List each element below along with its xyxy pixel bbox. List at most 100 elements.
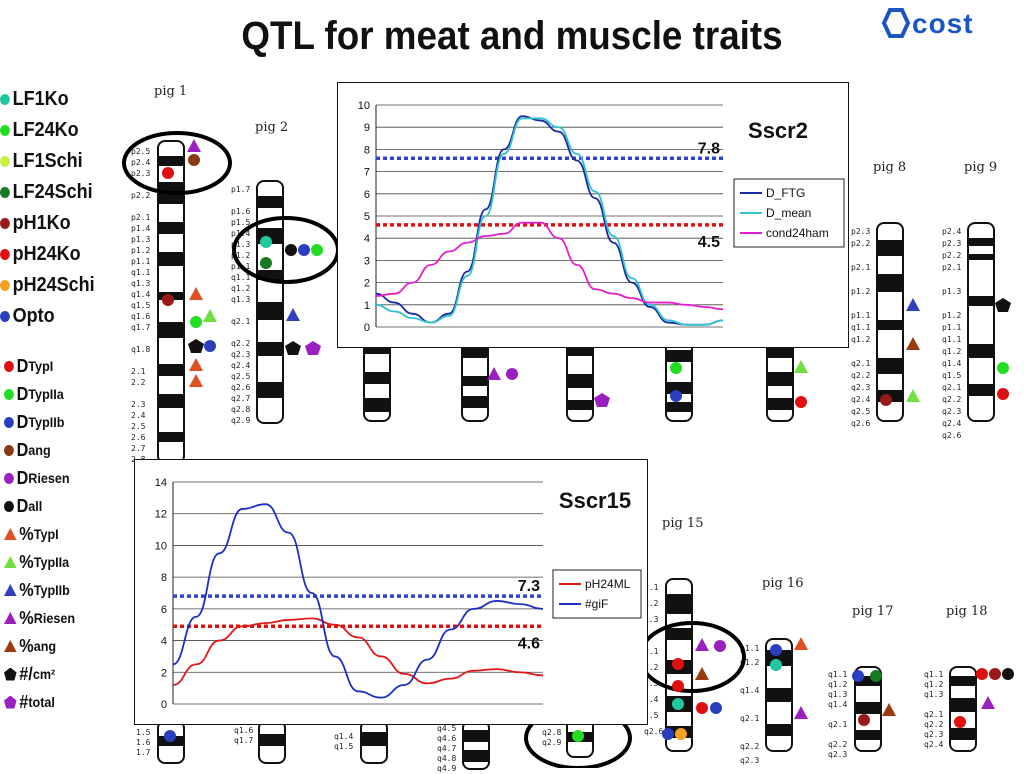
pig18-label: pig 18 (946, 604, 988, 619)
series-line-gif (172, 503, 544, 699)
marker-circle (852, 670, 864, 682)
marker-triangle (187, 139, 201, 152)
legend-circle-icon (4, 388, 14, 400)
legend-bottom-item: # total (4, 688, 103, 716)
marker-circle (311, 244, 323, 256)
legend-bottom-sub: TypIIb (28, 414, 65, 430)
pig11-band-labels: q1.6 q1.7 (234, 726, 254, 745)
series-line-dftg (375, 115, 724, 326)
marker-circle (997, 388, 1009, 400)
marker-pentagon (188, 339, 204, 353)
marker-triangle (794, 637, 808, 650)
legend-bottom-main: D (16, 383, 29, 404)
marker-circle (672, 658, 684, 670)
chromosome-pig18 (949, 666, 977, 752)
marker-triangle (794, 706, 808, 719)
cost-logo: cost (880, 6, 1010, 46)
legend-bottom-main: % (19, 551, 34, 572)
legend-series-label: D_mean (766, 206, 811, 220)
chromosome-pig9 (967, 222, 995, 422)
legend-bottom-item: D TypIIb (4, 408, 103, 436)
marker-triangle (189, 358, 203, 371)
pig8-label: pig 8 (873, 160, 907, 175)
legend-triangle-icon (4, 528, 17, 540)
legend-bottom-item: % Riesen (4, 604, 103, 632)
slide-title: QTL for meat and muscle traits (241, 14, 783, 58)
marker-triangle (906, 389, 920, 402)
legend-circle-icon (4, 500, 14, 512)
highlight-ellipse-pig15 (638, 621, 746, 693)
marker-circle (714, 640, 726, 652)
legend-bottom-sub: TypIIa (33, 554, 70, 570)
pig1-label: pig 1 (154, 84, 188, 99)
legend-top-label: LF24Schi (12, 181, 93, 203)
series-line-dmean (375, 117, 724, 326)
y-tick-label: 8 (161, 572, 167, 584)
legend-dot-icon (0, 249, 10, 260)
y-tick-label: 10 (155, 540, 167, 552)
marker-circle (670, 390, 682, 402)
marker-circle (204, 340, 216, 352)
marker-circle (880, 394, 892, 406)
marker-circle (997, 362, 1009, 374)
legend-pentagon-icon (4, 667, 17, 681)
legend-triangle-icon (4, 640, 17, 652)
marker-circle (164, 730, 176, 742)
marker-circle (260, 236, 272, 248)
legend-bottom-main: % (19, 523, 34, 544)
legend-bottom-item: #/cm² (4, 660, 103, 688)
y-tick-label: 1 (364, 300, 370, 312)
legend-dot-icon (0, 94, 10, 105)
y-tick-label: 2 (161, 667, 167, 679)
y-tick-label: 8 (364, 144, 370, 156)
legend-top-item: Opto (0, 301, 99, 332)
pig1-band-labels: p2.5 p2.4 p2.3 p2.2 p2.1 p1.4 p1.3 p1.2 p1.1 q1.1… (131, 147, 151, 464)
marker-circle (662, 728, 674, 740)
marker-triangle (981, 696, 995, 709)
pig14-band-labels: q2.8 q2.9 (542, 728, 562, 747)
y-tick-label: 0 (364, 322, 370, 334)
marker-circle (858, 714, 870, 726)
legend-bottom-item: % TypIIa (4, 548, 103, 576)
y-tick-label: 3 (364, 255, 370, 267)
legend-bottom-sub: TypI (33, 526, 59, 542)
legend-bottom-main: % (19, 635, 34, 656)
legend-bottom-sub: ang (33, 638, 57, 654)
legend-bottom-sub: TypIIa (28, 386, 64, 402)
marker-pentagon (305, 341, 321, 355)
y-tick-label: 10 (358, 100, 370, 112)
legend-top-label: Opto (12, 305, 55, 327)
pig9-band-labels: p2.4 p2.3 p2.2 p2.1 p1.3 p1.2 p1.1 q1.1 q1.2 q1.4… (942, 227, 962, 440)
marker-triangle (203, 309, 217, 322)
legend-top-label: LF24Ko (12, 119, 79, 141)
chart-sscr15-panel: 0 2 4 6 8 10 12 14 7.3 4.6 Sscr15 pH24ML #giF (134, 459, 648, 725)
marker-triangle (695, 638, 709, 651)
pig8-band-labels: p2.3 p2.2 p2.1 p1.2 p1.1 q1.1 q1.2 q2.1 q2.2 q2.3… (851, 227, 871, 428)
legend-dot-icon (0, 311, 10, 322)
marker-triangle (487, 367, 501, 380)
marker-circle (260, 257, 272, 269)
marker-circle (298, 244, 310, 256)
legend-top-item: pH24Ko (0, 239, 99, 270)
y-tick-label: 4 (161, 636, 167, 648)
chart-sscr2: 0 1 2 3 4 5 6 7 8 9 10 7.8 4.5 Sscr2 D_FTG D_mean cond24… (358, 100, 845, 334)
marker-circle (795, 396, 807, 408)
marker-circle (506, 368, 518, 380)
legend-triangle-icon (4, 612, 17, 624)
legend-dot-icon (0, 280, 10, 291)
legend-top-label: pH24Schi (12, 274, 95, 296)
marker-circle (285, 244, 297, 256)
legend-series-label: #giF (585, 597, 608, 611)
marker-triangle (286, 308, 300, 321)
legend-bottom-main: D (16, 439, 29, 460)
marker-circle (675, 728, 687, 740)
legend-bottom-main: % (19, 607, 34, 628)
y-tick-label: 9 (364, 122, 370, 134)
marker-pentagon (594, 393, 610, 407)
legend-top-item: pH24Schi (0, 270, 99, 301)
legend-top-label: pH24Ko (12, 243, 81, 265)
marker-circle (870, 670, 882, 682)
slide-header (0, 0, 1024, 78)
marker-circle (696, 702, 708, 714)
marker-triangle (906, 337, 920, 350)
